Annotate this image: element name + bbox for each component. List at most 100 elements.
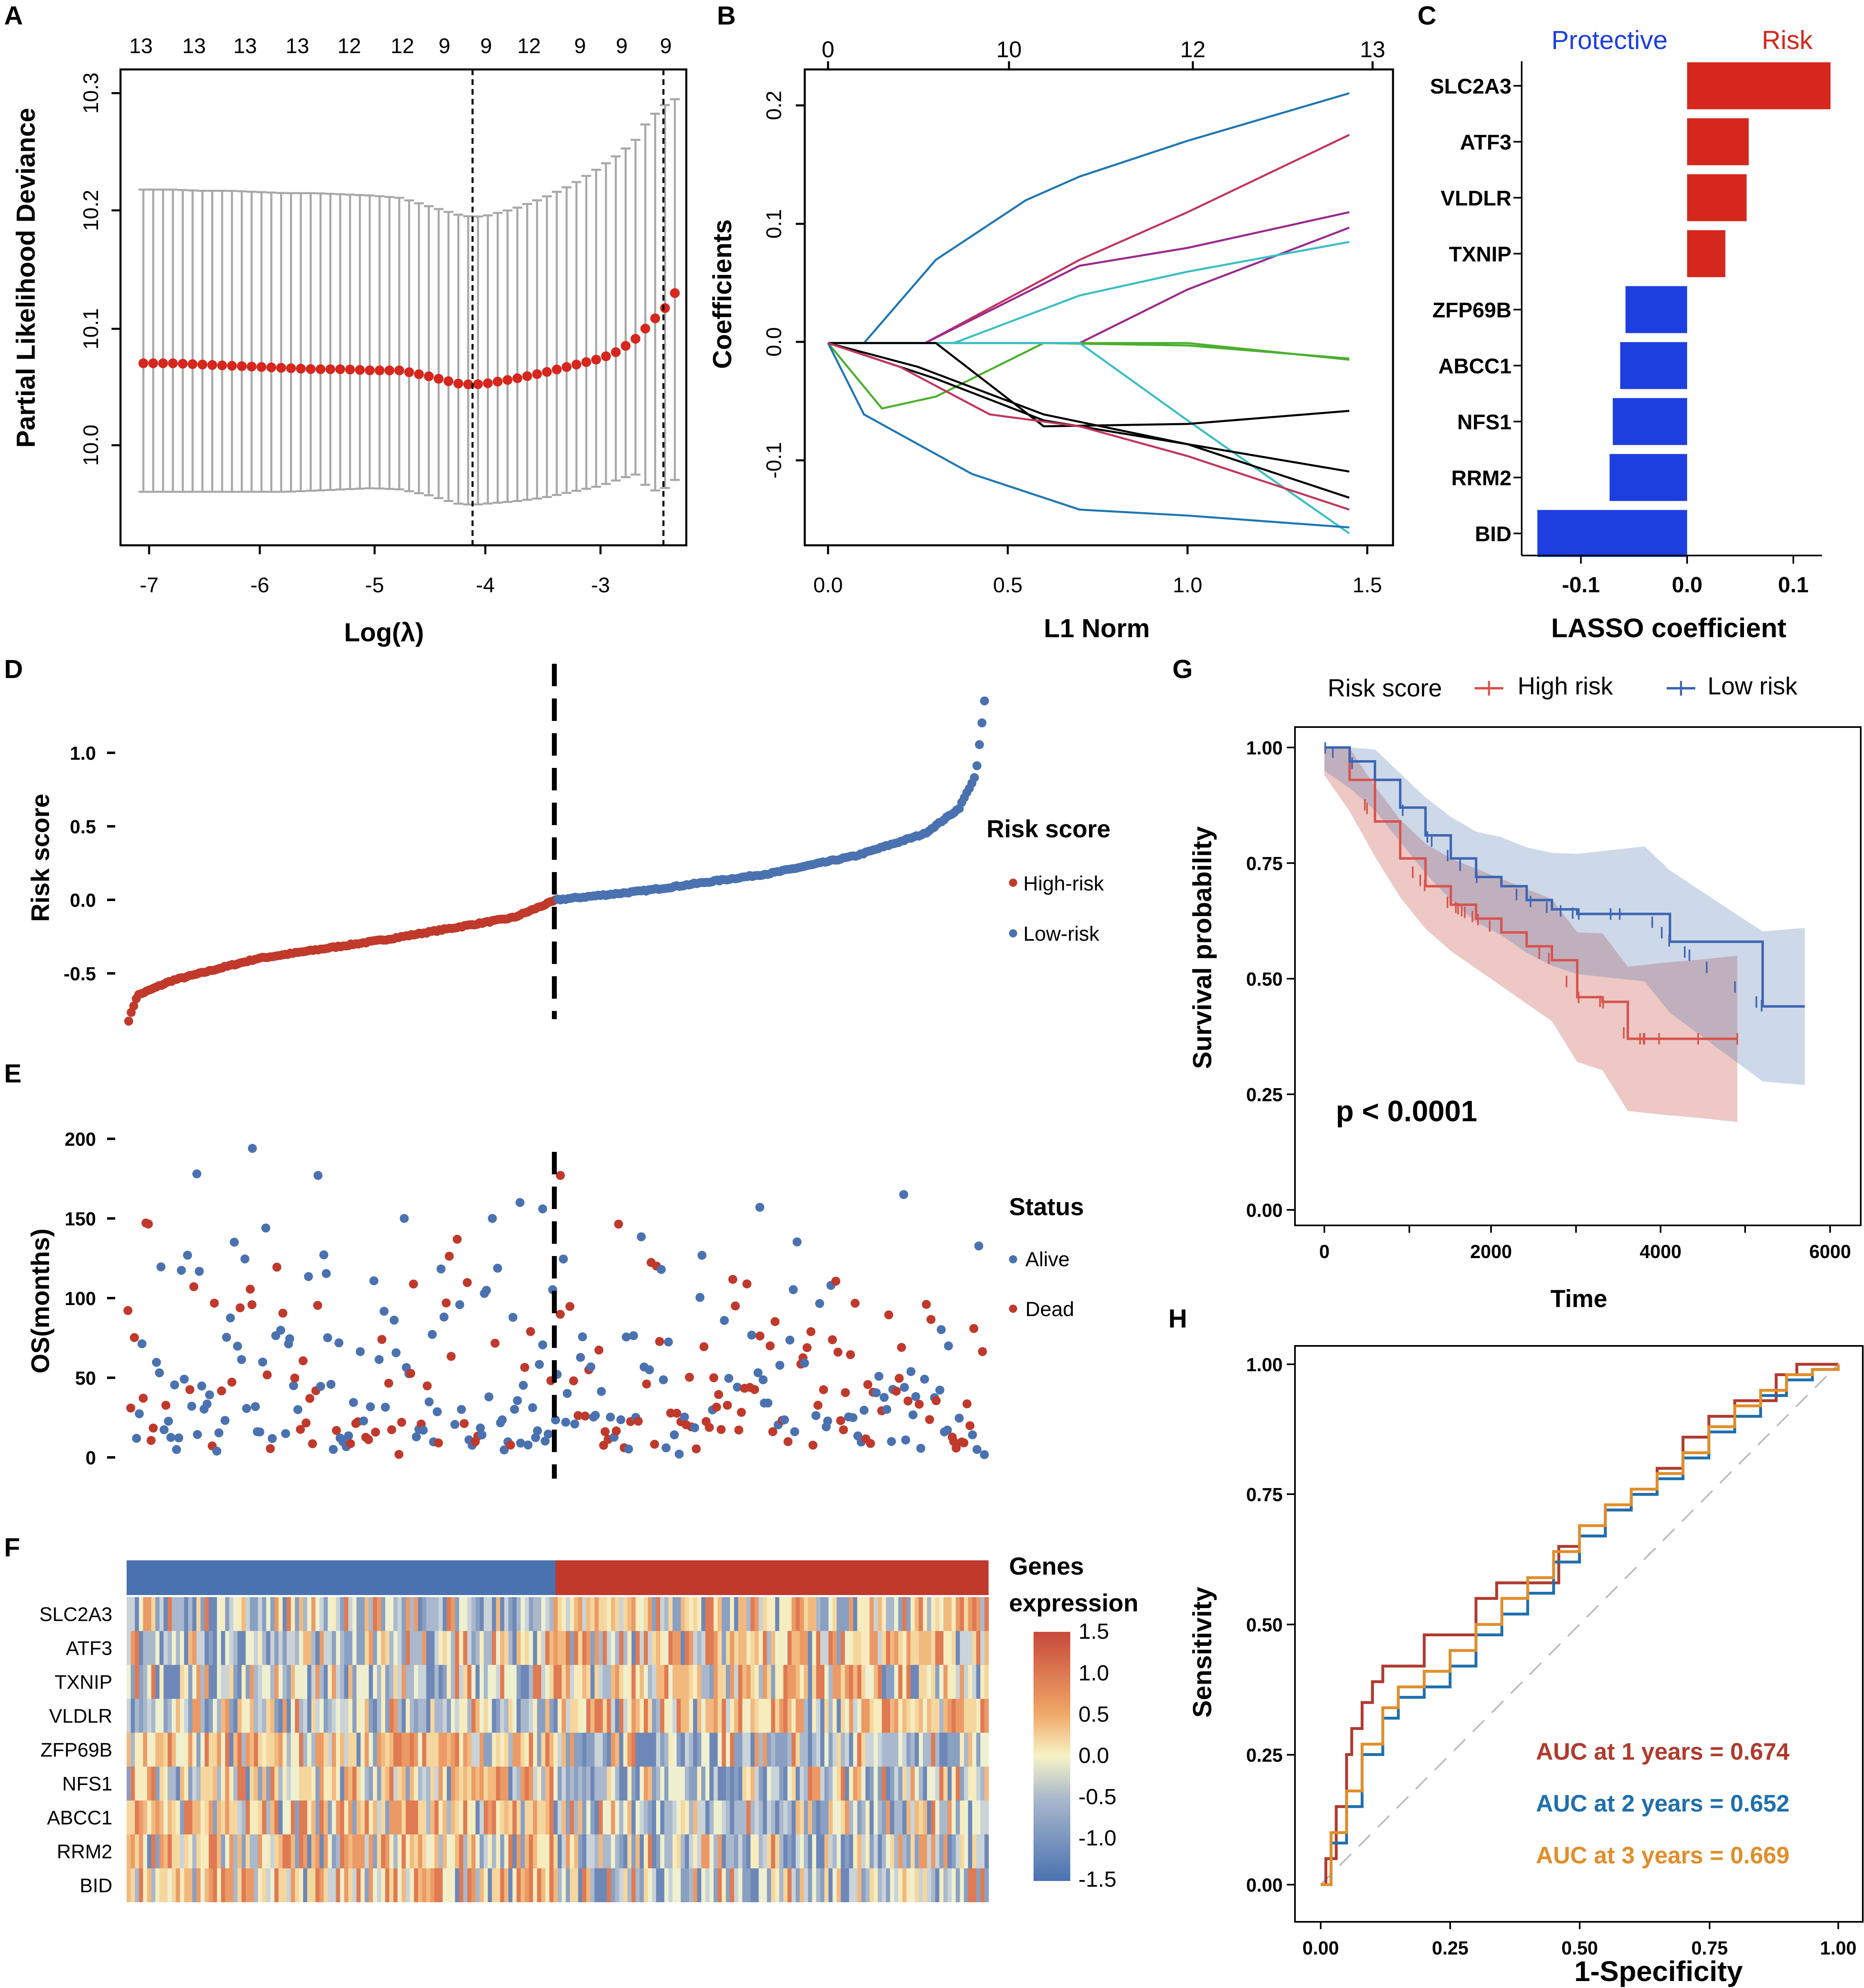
f-heat-cell <box>381 1868 386 1902</box>
f-heat-cell <box>266 1699 271 1733</box>
f-heat-cell <box>746 1834 751 1868</box>
f-heat-cell <box>324 1868 328 1902</box>
f-heat-cell <box>586 1801 591 1834</box>
c-xtick-marks <box>1580 556 1794 564</box>
f-heat-cell <box>594 1631 599 1665</box>
f-heat-cell <box>980 1733 985 1767</box>
f-heat-cell <box>180 1699 185 1733</box>
f-heat-cell <box>574 1665 578 1699</box>
e-point-dead <box>833 1348 843 1357</box>
f-heat-cell <box>533 1767 538 1801</box>
f-heat-cell <box>221 1665 225 1699</box>
e-point-alive <box>880 1393 889 1402</box>
g-ytick: 0.75 <box>1246 853 1283 874</box>
e-point-alive <box>732 1382 742 1392</box>
b-ytick-marks <box>796 104 805 462</box>
f-heat-cell <box>837 1699 841 1733</box>
f-heat-cell <box>418 1834 423 1868</box>
e-point-dead <box>784 1437 793 1446</box>
f-heat-cell <box>828 1665 833 1699</box>
f-heat-cell <box>668 1834 673 1868</box>
f-heat-cell <box>504 1631 509 1665</box>
f-heat-cell <box>717 1733 722 1767</box>
f-heat-cell <box>553 1597 558 1631</box>
f-heat-cell <box>143 1665 147 1699</box>
f-heat-cell <box>611 1834 616 1868</box>
f-heat-cell <box>414 1767 418 1801</box>
f-heat-cell <box>537 1801 542 1834</box>
e-point-alive <box>533 1426 542 1435</box>
f-heat-cell <box>155 1631 160 1665</box>
f-heat-cell <box>570 1868 574 1902</box>
e-point-alive <box>132 1434 141 1443</box>
a-top-count: 12 <box>391 34 414 58</box>
a-point <box>453 379 463 389</box>
f-legend-title-2: expression <box>1009 1589 1138 1617</box>
f-heat-cell <box>520 1834 525 1868</box>
panel-b-top-ticks: 0 10 12 13 <box>821 36 1385 69</box>
a-point <box>168 358 178 368</box>
f-heat-cell <box>356 1767 361 1801</box>
f-heat-cell <box>163 1733 168 1767</box>
f-heat-cell <box>574 1868 578 1902</box>
f-heat-cell <box>730 1631 734 1665</box>
g-xtick: 2000 <box>1470 1241 1512 1262</box>
f-heat-cell <box>951 1801 956 1834</box>
f-heat-cell <box>180 1733 185 1767</box>
f-heat-cell <box>955 1834 960 1868</box>
f-heat-cell <box>861 1699 866 1733</box>
f-heat-cell <box>290 1699 295 1733</box>
f-heat-cell <box>332 1868 337 1902</box>
f-heat-cell <box>422 1699 427 1733</box>
g-ytick: 1.00 <box>1246 737 1283 759</box>
f-heat-cell <box>525 1665 529 1699</box>
f-heat-cell <box>549 1868 554 1902</box>
e-point-alive <box>531 1433 540 1442</box>
f-heat-cell <box>644 1733 648 1767</box>
f-heat-cell <box>258 1597 263 1631</box>
f-heat-cell <box>611 1868 616 1902</box>
f-heat-cell <box>779 1699 784 1733</box>
f-heat-cell <box>656 1767 661 1801</box>
f-heat-cell <box>352 1665 357 1699</box>
f-heat-cell <box>795 1699 800 1733</box>
f-heat-cell <box>771 1801 776 1834</box>
e-point-dead <box>556 1310 565 1319</box>
f-heat-cell <box>414 1631 418 1665</box>
f-heat-cell <box>795 1868 800 1902</box>
f-heat-cell <box>656 1868 661 1902</box>
f-heat-cell <box>163 1699 168 1733</box>
f-heat-cell <box>697 1801 702 1834</box>
e-ytick: 0 <box>85 1447 96 1468</box>
f-heat-cell <box>906 1665 911 1699</box>
a-point <box>551 364 562 375</box>
f-heat-cell <box>865 1834 870 1868</box>
f-heat-cell <box>529 1834 534 1868</box>
f-heat-cell <box>344 1665 349 1699</box>
f-heat-cell <box>270 1665 275 1699</box>
f-heat-cell <box>167 1733 172 1767</box>
f-heat-cell <box>857 1665 862 1699</box>
e-point-dead <box>247 1300 257 1310</box>
panel-a-error-bars <box>138 98 680 506</box>
e-point-alive <box>477 1430 487 1439</box>
e-point-dead <box>144 1219 153 1229</box>
f-heat-cell <box>315 1699 320 1733</box>
e-point-alive <box>212 1446 221 1456</box>
e-point-alive <box>661 1443 671 1453</box>
f-heat-cell <box>566 1767 570 1801</box>
f-heat-cell <box>496 1699 500 1733</box>
f-heat-cell <box>295 1834 299 1868</box>
a-point <box>158 358 168 368</box>
f-heat-cell <box>446 1801 451 1834</box>
f-heat-cell <box>615 1699 620 1733</box>
f-heat-cell <box>676 1631 681 1665</box>
f-heat-cell <box>759 1597 763 1631</box>
a-point <box>581 357 592 367</box>
f-heat-cell <box>303 1868 308 1902</box>
f-heat-cell <box>783 1699 788 1733</box>
f-heat-cell <box>660 1767 665 1801</box>
f-heat-cell <box>586 1699 591 1733</box>
e-point-dead <box>768 1427 777 1437</box>
f-heat-cell <box>726 1801 730 1834</box>
